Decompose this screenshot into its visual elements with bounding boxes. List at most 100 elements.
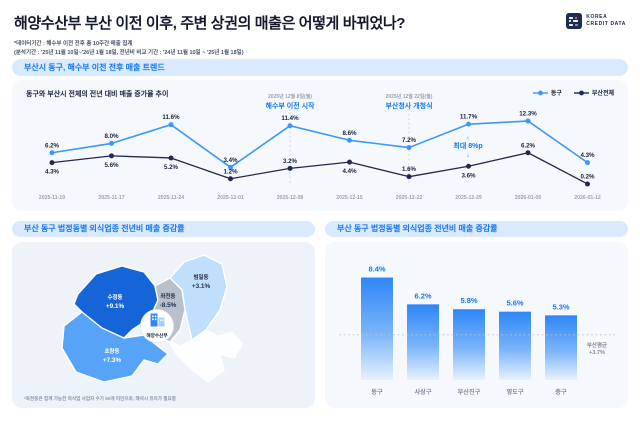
- bar-value-label: 5.6%: [506, 299, 523, 308]
- data-point: [109, 140, 114, 146]
- bar-사상구: [407, 304, 439, 380]
- map-section-header: 부산 동구 법정동별 외식업종 전년비 매출 증감률: [12, 221, 315, 237]
- region-beomil-name: 범일동: [194, 273, 209, 281]
- data-label: 3.6%: [461, 172, 476, 179]
- data-label: 3.2%: [283, 158, 298, 165]
- bar-section-header: 부산 동구 법정동별 외식업종 전년비 매출 증감률: [325, 221, 628, 237]
- legend-label: 동구: [550, 91, 562, 97]
- data-point: [406, 145, 412, 151]
- max-gap-label: 최대 8%p: [453, 143, 483, 151]
- bar-category-label: 영도구: [506, 388, 523, 396]
- data-label: 4.3%: [45, 169, 60, 176]
- data-label: 8.6%: [342, 130, 357, 137]
- bar-category-label: 중구: [555, 388, 567, 396]
- legend-item-donggu: 동구: [532, 88, 562, 97]
- x-axis-label: 2025-11-10: [39, 195, 65, 201]
- region-jwacheon-name: 좌천동: [161, 292, 176, 300]
- data-point: [168, 155, 174, 161]
- data-point: [466, 121, 471, 127]
- data-point: [109, 153, 114, 159]
- x-axis-label: 2026-01-05: [515, 195, 542, 201]
- annotation-date: 2025년 12월 22일(월): [385, 94, 433, 100]
- port-area-shape: [169, 329, 243, 383]
- data-label: 11.7%: [460, 114, 478, 121]
- series-line-부산전체: [51, 152, 589, 185]
- max-gap-annotation: ↑ 최대 8%p ↓: [453, 135, 482, 160]
- busan-average-label: 부산평균: [587, 341, 607, 349]
- data-point: [525, 118, 531, 124]
- data-label: 11.6%: [162, 114, 180, 121]
- x-axis-label: 2025-12-01: [217, 195, 244, 201]
- region-sujeong-name: 수정동: [108, 293, 123, 301]
- region-choryang-name: 초량동: [105, 347, 120, 355]
- ministry-building-icon: [150, 313, 165, 327]
- bar-value-label: 8.4%: [368, 265, 385, 274]
- note-line-1: *데이터기간 : 해수부 이전 전후 총 10주간 매출 집계: [14, 41, 133, 47]
- busan-average-value: +3.7%: [589, 350, 605, 356]
- x-axis-label: 2025-11-17: [98, 195, 124, 201]
- map-footnote: *좌천동은 집계 가능한 외식업 사업자 수가 50개 미만으로, 해석시 유의…: [24, 396, 176, 401]
- kcd-logo-text: KOREA CREDIT DATA: [586, 13, 626, 27]
- data-point: [287, 123, 293, 129]
- data-point: [585, 181, 590, 187]
- data-point: [228, 176, 233, 182]
- bar-value-label: 5.3%: [552, 302, 569, 311]
- data-point: [525, 150, 531, 156]
- dong-gu-district-map: 수정동 +9.1% 초량동 +7.3% 좌천동 -8.5% 범일동 +3.1% …: [61, 254, 243, 383]
- event-annotation-opening-ceremony: 2025년 12월 22일(월) 부산청사 개청식: [385, 93, 432, 111]
- line-dot-legend-icon: [532, 90, 548, 95]
- data-label: 0.2%: [580, 173, 595, 180]
- region-choryang-shape: [61, 311, 169, 383]
- region-beomil-value: +3.1%: [192, 283, 211, 290]
- data-point: [49, 160, 55, 166]
- data-point: [228, 164, 233, 170]
- district-map-card: 수정동 +9.1% 초량동 +7.3% 좌천동 -8.5% 범일동 +3.1% …: [12, 242, 315, 408]
- data-point: [347, 137, 352, 143]
- data-point: [466, 163, 471, 169]
- trend-chart-subtitle: 동구와 부산시 전체의 전년 대비 매출 증가율 추이: [26, 91, 169, 98]
- data-label: 11.4%: [281, 115, 299, 122]
- event-annotation-relocation-start: 2025년 12월 8일(월) 해수부 이전 시작: [266, 93, 315, 111]
- annotation-date: 2025년 12월 8일(월): [268, 94, 312, 100]
- ministry-badge: 해양수산부: [140, 309, 174, 343]
- region-choryang-value: +7.3%: [103, 357, 122, 364]
- x-axis-label: 2025-11-24: [158, 195, 184, 201]
- data-label: 5.6%: [104, 162, 119, 169]
- ministry-badge-label: 해양수산부: [146, 332, 168, 339]
- bar-중구: [545, 315, 577, 380]
- legend-label: 부산전체: [591, 91, 614, 97]
- data-label: 3.4%: [223, 157, 238, 164]
- bar-부산진구: [453, 309, 485, 380]
- data-point: [49, 150, 55, 156]
- page-header: 해양수산부 부산 이전 이후, 주변 상권의 매출은 어떻게 바뀌었나? *데이…: [14, 12, 405, 57]
- data-label: 4.4%: [342, 168, 357, 175]
- annotation-label: 해수부 이전 시작: [265, 103, 315, 110]
- region-sujeong-value: +9.1%: [106, 303, 125, 310]
- bar-category-label: 사상구: [414, 388, 431, 396]
- region-jwacheon-value: -8.5%: [160, 302, 177, 309]
- page-title: 해양수산부 부산 이전 이후, 주변 상권의 매출은 어떻게 바뀌었나?: [14, 15, 406, 32]
- arrow-down-icon: ↓: [466, 151, 470, 159]
- annotation-label: 부산청사 개청식: [385, 103, 433, 110]
- legend-item-busan-total: 부산전체: [573, 88, 614, 97]
- bar-category-label: 동구: [371, 388, 383, 396]
- data-point: [287, 165, 293, 171]
- data-label: 8.0%: [104, 133, 119, 140]
- bar-동구: [361, 277, 393, 380]
- trend-legend: 동구 부산전체: [532, 88, 614, 97]
- sales-trend-line-chart: 2025-11-10 2025-11-17 2025-11-24 2025-12-01…: [39, 109, 601, 201]
- x-axis-label: 2025-12-15: [336, 195, 363, 201]
- arrow-up-icon: ↑: [466, 135, 470, 142]
- data-point: [406, 174, 412, 180]
- kcd-logo: KOREA CREDIT DATA: [566, 13, 626, 29]
- x-axis-label: 2025-12-22: [396, 195, 423, 201]
- data-label: 4.3%: [580, 152, 595, 159]
- data-label: 7.2%: [402, 137, 417, 144]
- x-axis-label: 2026-01-12: [574, 195, 601, 201]
- trend-section-header: 부산시 동구, 해수부 이전 전후 매출 트렌드: [12, 59, 628, 76]
- district-bar-chart-card: 8.4% 동구 6.2% 사상구 5.8% 부산진구 5.6% 영도구 5.3% 중구 부산평균 +3…: [325, 242, 628, 408]
- district-sales-bar-chart: 8.4% 동구 6.2% 사상구 5.8% 부산진구 5.6% 영도구 5.3% 중구 부산평균+3…: [339, 265, 615, 396]
- note-line-2: (분석기간 : '25년 11월 10일~'26년 1월 18일, 전년비 비교…: [14, 49, 244, 56]
- bar-value-label: 5.8%: [460, 296, 477, 305]
- data-label: 6.2%: [45, 142, 60, 149]
